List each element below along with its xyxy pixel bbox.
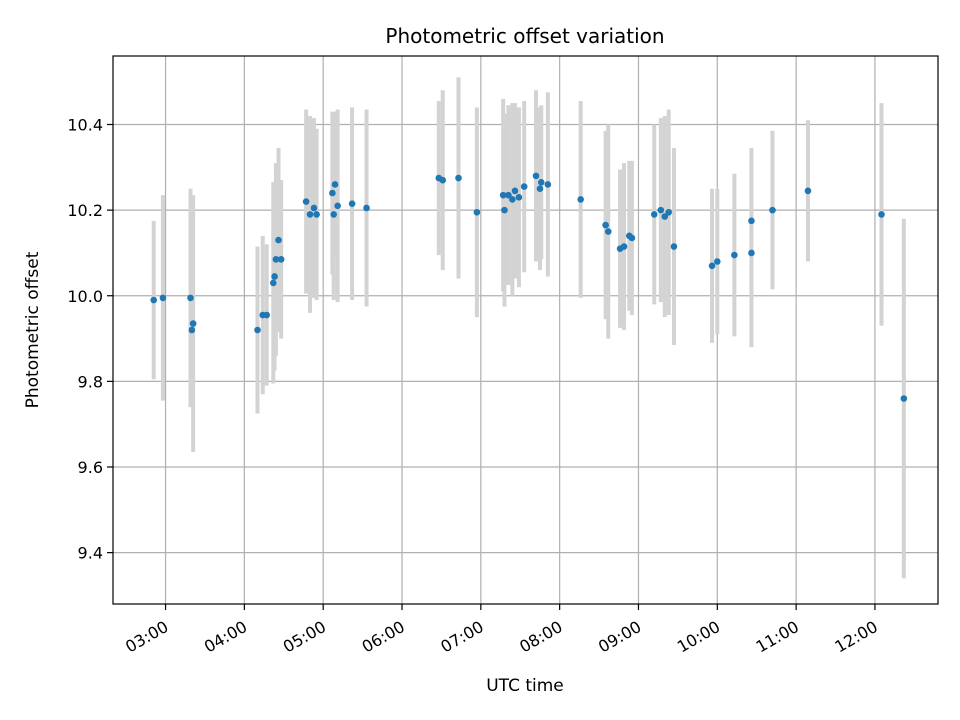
data-point: [363, 204, 370, 212]
data-point: [657, 206, 665, 214]
data-point: [620, 243, 628, 250]
data-point: [577, 196, 584, 203]
data-point: [159, 294, 167, 302]
data-point: [313, 211, 320, 218]
data-point: [532, 172, 540, 180]
y-tick-label: 10.0: [67, 287, 103, 306]
data-point: [263, 311, 271, 319]
data-point: [769, 206, 776, 214]
data-point: [544, 181, 552, 188]
y-tick-label: 10.2: [67, 201, 103, 220]
y-tick-label: 9.8: [78, 372, 103, 391]
data-point: [330, 211, 338, 218]
data-point: [731, 251, 738, 259]
y-axis-label: Photometric offset: [23, 251, 43, 408]
data-point: [602, 221, 609, 229]
data-point: [509, 196, 516, 203]
data-point: [306, 211, 314, 218]
data-point: [537, 178, 545, 186]
x-axis-label: UTC time: [486, 676, 564, 696]
data-point: [455, 174, 462, 182]
data-point: [329, 189, 336, 197]
data-point: [804, 187, 812, 195]
data-point: [515, 193, 523, 201]
data-point: [665, 208, 672, 216]
chart-title: Photometric offset variation: [385, 24, 664, 48]
data-point: [650, 211, 658, 218]
data-point: [713, 258, 721, 265]
data-point: [189, 320, 197, 327]
data-point: [275, 236, 282, 244]
data-point: [310, 204, 318, 212]
data-point: [748, 217, 755, 225]
y-tick-label: 9.6: [78, 458, 103, 477]
data-point: [670, 243, 678, 250]
data-point: [254, 326, 261, 334]
y-axis-ticks: 9.4 9.6 9.8 10.0 10.2 10.4: [67, 116, 113, 563]
data-point: [661, 213, 669, 220]
y-tick-label: 9.4: [78, 544, 103, 563]
data-point: [272, 256, 280, 263]
data-point: [439, 176, 447, 184]
data-point: [536, 185, 544, 193]
data-point: [271, 273, 278, 280]
plot-frame: [112, 55, 939, 605]
data-point: [473, 208, 481, 216]
data-points: [150, 172, 908, 402]
data-point: [708, 262, 716, 270]
data-point: [604, 228, 612, 235]
data-point: [505, 191, 512, 199]
data-point: [348, 200, 356, 208]
data-point: [748, 249, 755, 257]
data-point: [302, 198, 310, 205]
data-point: [628, 234, 636, 242]
data-point: [520, 183, 528, 190]
data-point: [878, 211, 885, 218]
data-point: [277, 256, 285, 263]
data-point: [499, 191, 507, 199]
data-point: [188, 326, 196, 334]
data-point: [334, 202, 341, 210]
data-point: [150, 296, 158, 304]
data-point: [269, 279, 277, 287]
data-point: [501, 206, 508, 214]
grid: [113, 56, 938, 604]
data-point: [331, 181, 339, 188]
data-point: [511, 187, 519, 195]
data-point: [900, 395, 908, 402]
data-point: [187, 294, 194, 302]
y-tick-label: 10.4: [67, 116, 103, 135]
